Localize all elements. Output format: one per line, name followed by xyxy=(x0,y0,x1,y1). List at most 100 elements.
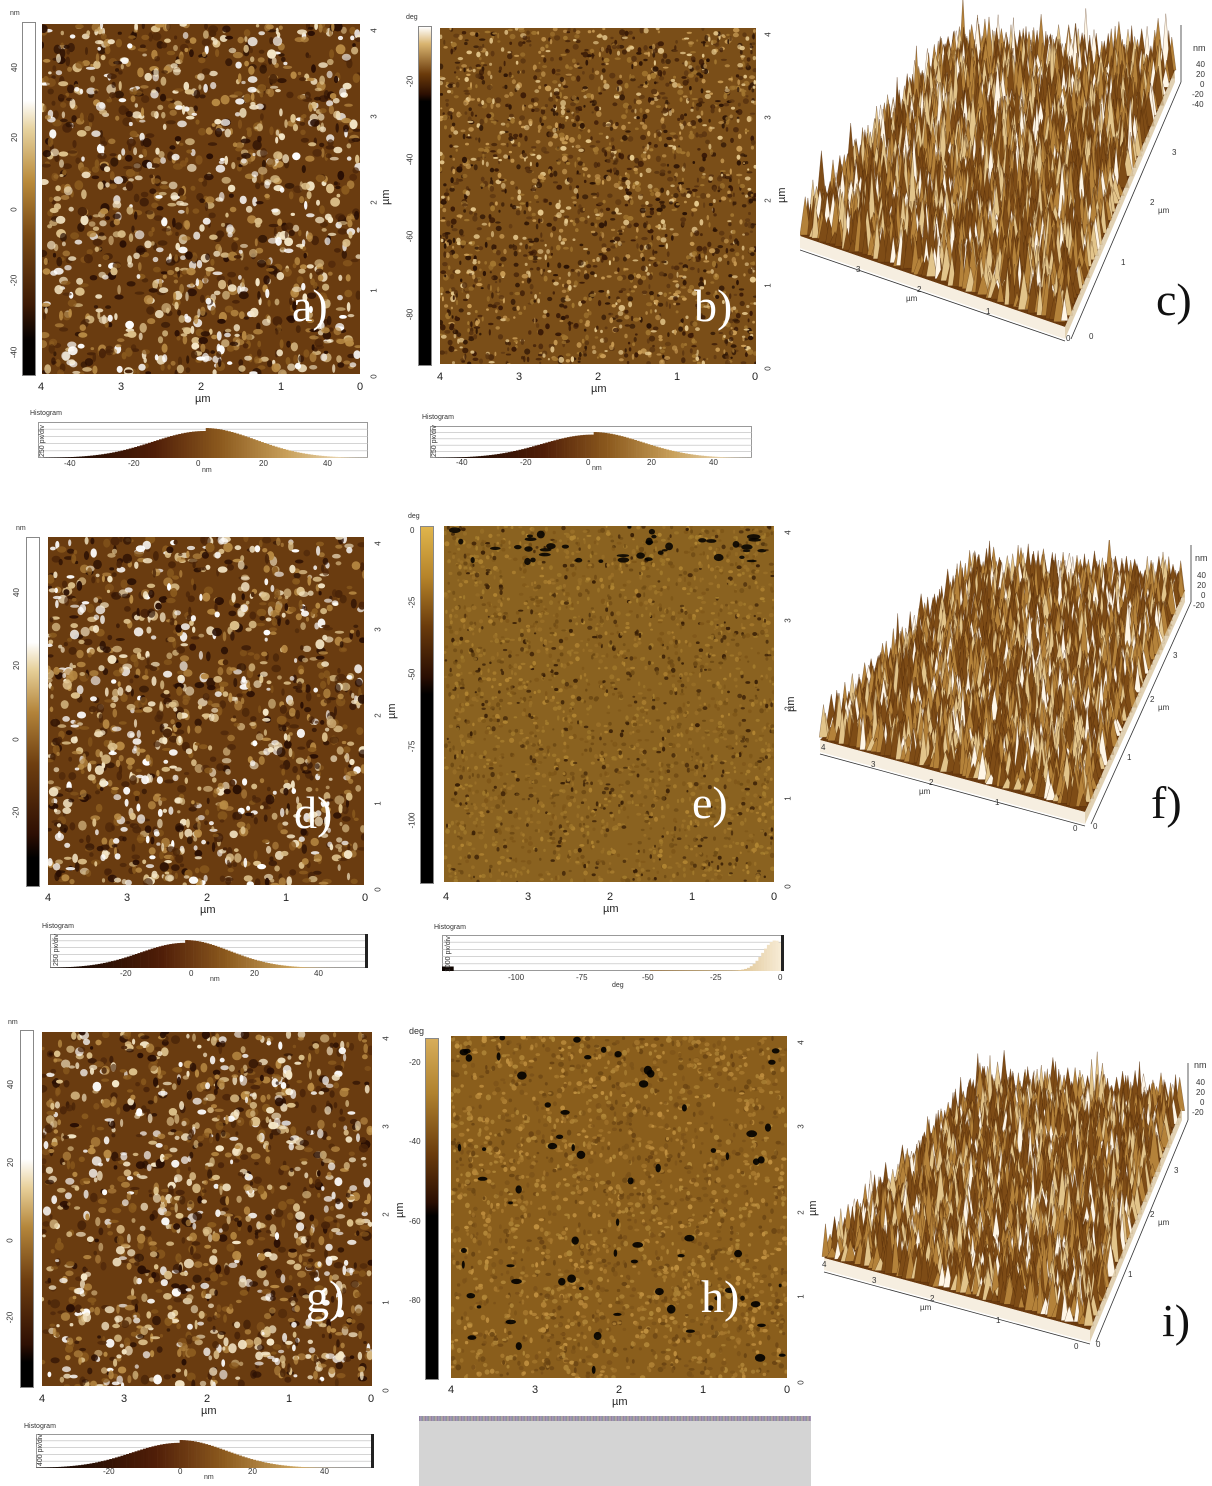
front-tick: 3 xyxy=(856,265,860,274)
front-tick: 0 xyxy=(1073,824,1077,833)
x-axis-unit: µm xyxy=(200,904,216,916)
y-tick: 2 xyxy=(764,198,773,202)
y-axis-unit: µm xyxy=(785,696,797,712)
hist-tick: 20 xyxy=(248,1467,257,1476)
panel-b: deg -20 -40 -60 -80 b) 4 3 2 µm 1 0 4 3 … xyxy=(400,0,800,472)
colorbar-unit: deg xyxy=(406,14,418,21)
histogram-ylabel: 250 px/div xyxy=(39,425,46,457)
y-tick: 2 xyxy=(797,1210,806,1214)
side-tick: 2 xyxy=(1150,695,1154,704)
x-tick: 2 xyxy=(198,381,204,393)
cbar-tick: 40 xyxy=(12,588,21,597)
histogram-ylabel: 400 px/div xyxy=(37,1434,44,1466)
y-tick: 2 xyxy=(374,713,383,717)
histogram xyxy=(50,934,368,968)
hist-tick: -100 xyxy=(508,973,524,982)
histogram-title: Histogram xyxy=(30,410,62,417)
panel-a: nm 40 20 0 -20 -40 a) 4 3 2 µm 1 0 4 3 2… xyxy=(0,0,400,474)
front-tick: 2 xyxy=(929,778,933,787)
x-tick: 3 xyxy=(532,1384,538,1396)
panel-label: c) xyxy=(1156,277,1192,323)
height-colorbar xyxy=(26,537,40,887)
cbar-tick: -60 xyxy=(405,231,414,243)
cbar-tick: -80 xyxy=(405,309,414,321)
side-unit: µm xyxy=(1158,1218,1169,1227)
y-tick: 1 xyxy=(764,283,773,287)
front-tick: 3 xyxy=(871,760,875,769)
hist-tick: 40 xyxy=(314,969,323,978)
phase-map-image xyxy=(451,1036,787,1378)
histogram-title: Histogram xyxy=(434,924,466,931)
hist-tick: 0 xyxy=(778,973,782,982)
cbar-tick: 0 xyxy=(410,526,414,535)
y-tick: 3 xyxy=(784,618,793,622)
side-tick: 2 xyxy=(1150,198,1154,207)
y-tick: 4 xyxy=(764,32,773,36)
cbar-tick: 0 xyxy=(10,207,19,211)
z-tick: 40 xyxy=(1197,571,1206,580)
side-tick: 1 xyxy=(1128,1270,1132,1279)
height-map-image xyxy=(48,537,364,885)
y-tick: 1 xyxy=(382,1300,391,1304)
panel-label: h) xyxy=(701,1274,739,1320)
cbar-tick: -20 xyxy=(9,275,18,287)
side-tick: 3 xyxy=(1173,651,1177,660)
cbar-tick: 20 xyxy=(10,133,19,142)
x-tick: 3 xyxy=(121,1393,127,1405)
side-tick: 0 xyxy=(1093,822,1097,831)
cbar-tick: -25 xyxy=(407,597,416,609)
cbar-tick: -40 xyxy=(405,154,414,166)
z-unit: nm xyxy=(1195,553,1208,563)
hist-tick: -20 xyxy=(103,1467,115,1476)
y-tick: 1 xyxy=(797,1294,806,1298)
cbar-tick: 20 xyxy=(12,661,21,670)
cbar-tick: -20 xyxy=(5,1312,14,1324)
histogram xyxy=(36,1434,374,1468)
histogram-title: Histogram xyxy=(42,923,74,930)
histogram xyxy=(38,422,368,458)
x-tick: 2 xyxy=(204,1393,210,1405)
cbar-tick: 0 xyxy=(6,1238,15,1242)
y-tick: 1 xyxy=(784,796,793,800)
side-tick: 1 xyxy=(1121,258,1125,267)
x-tick: 4 xyxy=(45,892,51,904)
front-tick: 2 xyxy=(917,285,921,294)
y-tick: 0 xyxy=(382,1388,391,1392)
x-tick: 3 xyxy=(124,892,130,904)
x-tick: 3 xyxy=(525,891,531,903)
x-axis-unit: µm xyxy=(201,1405,217,1417)
front-unit: µm xyxy=(920,1303,931,1312)
phase-map-image xyxy=(440,28,756,364)
cbar-tick: -20 xyxy=(405,76,414,88)
front-tick: 1 xyxy=(995,798,999,807)
front-tick: 1 xyxy=(996,1316,1000,1325)
y-tick: 4 xyxy=(797,1040,806,1044)
hist-tick: -40 xyxy=(456,458,468,467)
hist-tick: -25 xyxy=(710,973,722,982)
histogram-placeholder xyxy=(419,1416,811,1486)
x-tick: 1 xyxy=(700,1384,706,1396)
x-tick: 1 xyxy=(286,1393,292,1405)
panel-label: d) xyxy=(294,790,332,836)
z-tick: 20 xyxy=(1196,70,1205,79)
hist-tick: 20 xyxy=(647,458,656,467)
hist-unit: nm xyxy=(592,465,602,472)
y-tick: 0 xyxy=(797,1380,806,1384)
z-tick: 20 xyxy=(1196,1088,1205,1097)
y-tick: 2 xyxy=(370,200,379,204)
front-tick: 3 xyxy=(872,1276,876,1285)
hist-tick: -75 xyxy=(576,973,588,982)
y-axis-unit: µm xyxy=(380,189,392,205)
cbar-tick: -100 xyxy=(408,812,417,828)
panel-label: f) xyxy=(1151,780,1182,826)
front-tick: 0 xyxy=(1066,334,1070,343)
cbar-tick: -75 xyxy=(407,741,416,753)
z-tick: -20 xyxy=(1192,90,1204,99)
cbar-tick: -50 xyxy=(407,669,416,681)
hist-tick: 0 xyxy=(586,458,590,467)
histogram-ylabel: 250 px/div xyxy=(53,934,60,966)
histogram-ylabel: 250 px/div xyxy=(431,425,438,457)
hist-tick: -20 xyxy=(128,459,140,468)
hist-tick: 0 xyxy=(196,459,200,468)
phase-colorbar xyxy=(420,526,434,884)
